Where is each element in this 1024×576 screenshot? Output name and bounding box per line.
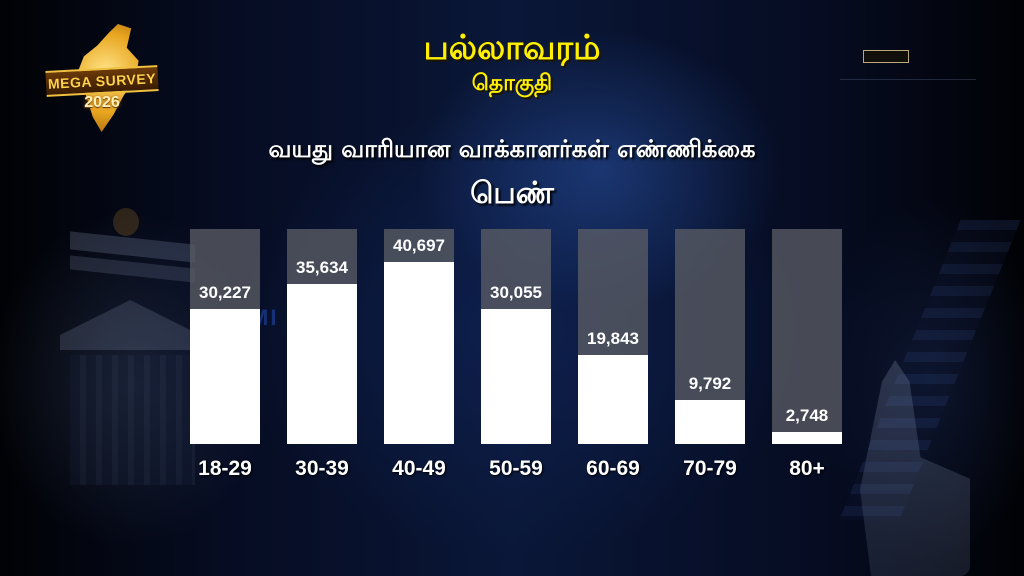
bar-fill [578, 355, 648, 444]
x-axis-label: 70-79 [683, 457, 737, 480]
bar-80-plus: 2,748 [772, 229, 842, 444]
bar-value-label: 9,792 [688, 374, 732, 393]
bar-fill [481, 309, 551, 444]
bar-value-label: 40,697 [393, 236, 445, 255]
bar-value-label: 30,227 [199, 283, 251, 302]
bar-value-label: 19,843 [587, 329, 639, 348]
emblem-icon [113, 208, 139, 236]
building-columns [70, 355, 195, 485]
bar-50-59: 30,055 [481, 229, 551, 444]
x-axis-label: 80+ [789, 457, 825, 480]
divider [840, 79, 976, 80]
bar-60-69: 19,843 [578, 229, 648, 444]
bar-value-label: 2,748 [785, 406, 829, 425]
channel-bug-box [863, 50, 909, 63]
bar-fill [772, 432, 842, 444]
constituency-subtitle: தொகுதி [471, 71, 553, 96]
bar-fill [190, 309, 260, 444]
chart-subtitle: பெண் [470, 176, 554, 211]
bar-value-label: 30,055 [490, 283, 542, 302]
bar-fill [287, 284, 357, 444]
bar-18-29: 30,227 [190, 229, 260, 444]
x-axis-label: 50-59 [489, 457, 543, 480]
logo-year: 2026 [84, 94, 120, 111]
bar-fill [384, 262, 454, 444]
x-axis-label: 18-29 [198, 457, 252, 480]
chart-title: வயது வாரியான வாக்காளர்கள் எண்ணிக்கை [268, 135, 756, 163]
bar-70-79: 9,792 [675, 229, 745, 444]
mega-survey-logo: MEGA SURVEY 2026 [38, 22, 162, 134]
bar-40-49: 40,697 [384, 229, 454, 444]
bar-value-label: 35,634 [296, 258, 348, 277]
bar-fill [675, 400, 745, 444]
constituency-title: பல்லாவரம் [423, 28, 601, 68]
bar-30-39: 35,634 [287, 229, 357, 444]
background-building-image [55, 208, 200, 576]
x-axis-label: 40-49 [392, 457, 446, 480]
x-axis-label: 30-39 [295, 457, 349, 480]
x-axis-label: 60-69 [586, 457, 640, 480]
